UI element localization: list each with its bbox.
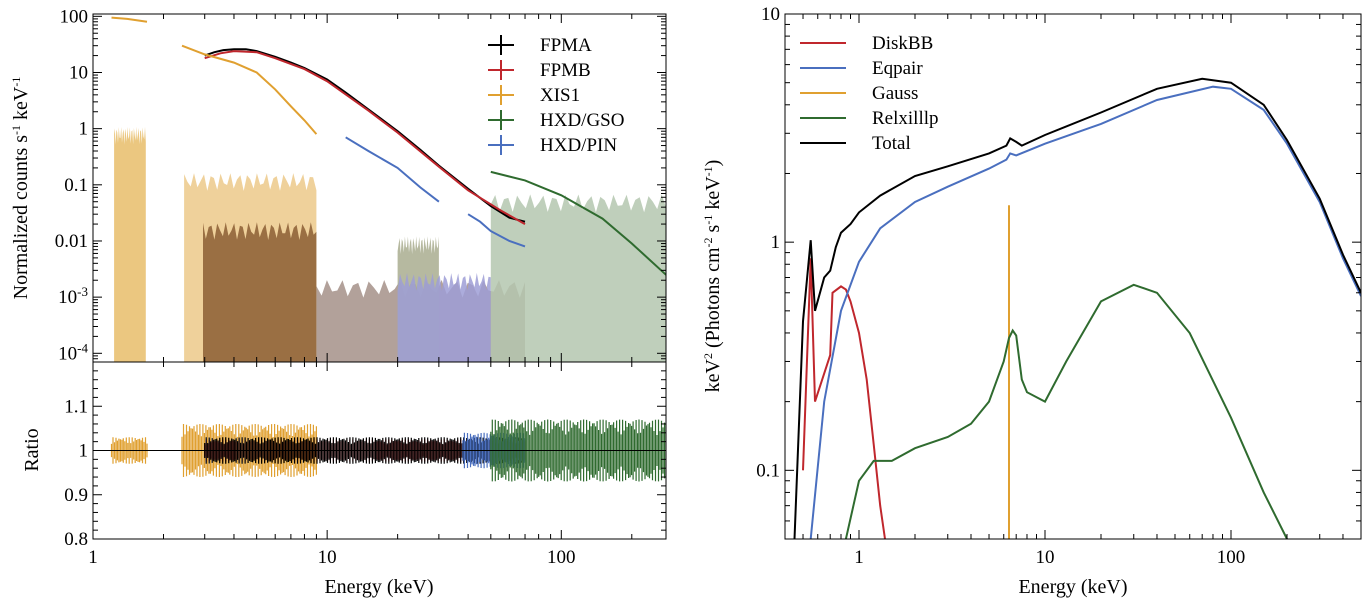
- counts-y-axis-label: Normalized counts s-1 keV-1: [9, 77, 32, 300]
- ratio-y-axis-label: Ratio: [21, 428, 43, 471]
- legend-label-diskbb: DiskBB: [872, 33, 933, 54]
- counts-series-hxd-pin: [345, 136, 440, 203]
- legend-item-relxilllp: Relxilllp: [800, 108, 939, 129]
- y-tick-label: 10-3: [58, 284, 88, 309]
- x-tick-label: 10: [318, 547, 337, 568]
- counts-series-hxd-gso: [490, 170, 666, 276]
- ratio-series-group: [93, 419, 666, 482]
- counts-fill-area: [203, 222, 317, 362]
- legend-label-fpmb: FPMB: [540, 60, 591, 81]
- y-tick-label: 0.8: [64, 529, 88, 550]
- legend-label-total: Total: [872, 133, 911, 154]
- model-series-total: [793, 77, 1361, 539]
- legend-item-xis1: XIS1: [488, 85, 580, 106]
- model-series-relxilllp: [844, 283, 1288, 539]
- counts-series-xis1: [111, 16, 148, 23]
- y-tick-label: 1: [771, 232, 781, 253]
- ratio-panel: 1 10 100 1.1 1 0.9 0.8 Ratio Energy (keV): [21, 361, 667, 598]
- y-tick-label: 0.1: [64, 175, 88, 196]
- counts-series-xis1: [181, 44, 318, 135]
- x-tick-label: 10: [1036, 547, 1055, 568]
- counts-fill-area: [114, 126, 146, 362]
- counts-ticks: 100 10 1 0.1 0.01 10-3 10-4: [55, 6, 666, 364]
- x-tick-label: 1: [88, 547, 98, 568]
- legend-label-fpma: FPMA: [540, 35, 592, 56]
- legend-label-xis1: XIS1: [540, 85, 580, 106]
- counts-fill-areas: [114, 126, 666, 362]
- ratio-ticks: 1 10 100 1.1 1 0.9 0.8: [64, 361, 666, 568]
- legend-label-eqpair: Eqpair: [872, 58, 923, 79]
- y-tick-label: 10: [69, 62, 88, 83]
- y-tick-label: 1: [79, 119, 89, 140]
- x-tick-label: 100: [547, 547, 576, 568]
- model-legend: DiskBB Eqpair Gauss Relxilllp Total: [800, 33, 939, 154]
- model-components-panel: 1 10 100 10 1 0.1 keV2 (Photons cm-2 s-1 keV-…: [701, 4, 1362, 598]
- y-tick-label: 1: [79, 441, 89, 462]
- model-series-eqpair: [809, 85, 1361, 539]
- model-series-diskbb: [802, 258, 886, 539]
- counts-series-hxd-pin: [467, 213, 526, 248]
- legend-label-hxd-gso: HXD/GSO: [540, 110, 624, 131]
- legend-item-hxd-gso: HXD/GSO: [488, 110, 624, 131]
- counts-series-fpma: [204, 48, 526, 223]
- legend-item-gauss: Gauss: [800, 83, 918, 104]
- y-tick-label: 0.9: [64, 485, 88, 506]
- x-tick-label: 100: [1217, 547, 1246, 568]
- legend-label-gauss: Gauss: [872, 83, 918, 104]
- y-tick-label: 10-4: [58, 340, 88, 365]
- counts-legend: FPMA FPMB XIS1 HXD/GSO HXD/PIN: [488, 35, 624, 156]
- legend-item-fpmb: FPMB: [488, 60, 591, 81]
- model-y-axis-label: keV2 (Photons cm-2 s-1 keV-1): [701, 160, 724, 393]
- y-tick-label: 0.01: [55, 231, 88, 252]
- ratio-x-axis-label: Energy (keV): [324, 576, 433, 598]
- counts-series-fpmb: [204, 50, 526, 225]
- y-tick-label: 10: [761, 4, 780, 25]
- y-tick-label: 0.1: [756, 460, 780, 481]
- legend-item-fpma: FPMA: [488, 35, 592, 56]
- counts-series-group: [111, 16, 666, 276]
- legend-label-relxilllp: Relxilllp: [872, 108, 939, 129]
- legend-item-total: Total: [800, 133, 911, 154]
- model-ticks: 1 10 100 10 1 0.1: [756, 4, 1362, 568]
- legend-item-eqpair: Eqpair: [800, 58, 923, 79]
- ratio-plot-frame: [92, 361, 667, 540]
- model-plot-frame: [784, 13, 1362, 540]
- legend-item-hxd-pin: HXD/PIN: [488, 135, 617, 156]
- counts-spectrum-panel: 100 10 1 0.1 0.01 10-3 10-4 Normalized counts …: [9, 6, 667, 364]
- y-tick-label: 1.1: [64, 396, 88, 417]
- legend-label-hxd-pin: HXD/PIN: [540, 135, 617, 156]
- counts-fill-area: [397, 272, 491, 362]
- legend-item-diskbb: DiskBB: [800, 33, 933, 54]
- model-x-axis-label: Energy (keV): [1018, 576, 1127, 598]
- y-tick-label: 100: [60, 6, 89, 27]
- x-tick-label: 1: [854, 547, 864, 568]
- model-series-group: [793, 77, 1361, 539]
